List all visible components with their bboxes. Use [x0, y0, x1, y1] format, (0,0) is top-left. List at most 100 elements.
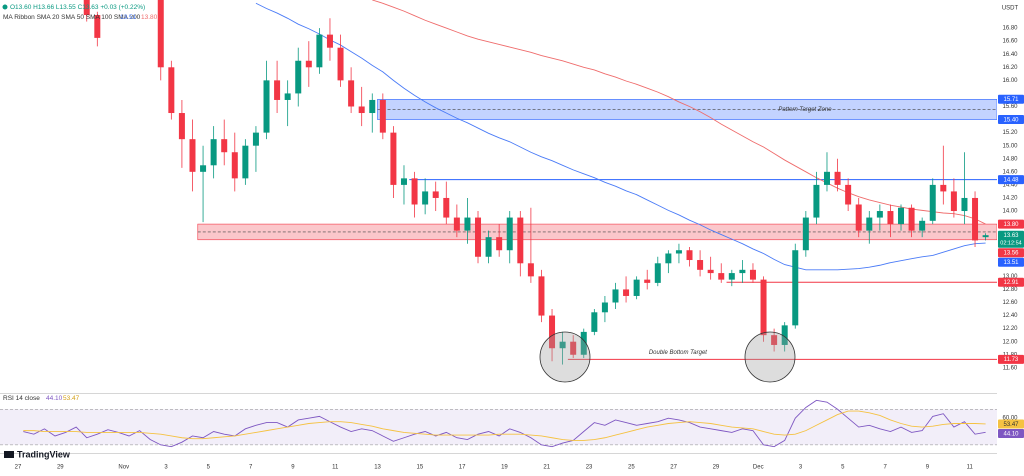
- rsi-tag: [998, 419, 1024, 429]
- x-tick-label: 7: [249, 465, 253, 471]
- candle-body: [168, 67, 175, 114]
- candle-body: [813, 184, 820, 218]
- x-tick-label: 11: [967, 465, 974, 471]
- y-tick-label: 15.20: [1002, 130, 1018, 136]
- candle-body: [422, 191, 429, 205]
- candle-body: [665, 253, 672, 264]
- candle-body: [612, 289, 619, 303]
- y-tick-label: 12.20: [1002, 326, 1018, 332]
- price-tag-label: 13.80: [1003, 222, 1019, 228]
- candle-body: [517, 217, 524, 264]
- y-tick-label: 13.00: [1002, 274, 1018, 280]
- rsi-ma-value: 53.47: [63, 395, 80, 402]
- candle-body: [887, 211, 894, 225]
- candle-body: [654, 263, 661, 283]
- price-tag-label: 11.73: [1004, 357, 1019, 363]
- candle-body: [295, 60, 302, 94]
- rsi-pane: [0, 399, 997, 448]
- candle-body: [231, 152, 238, 179]
- candle-body: [263, 80, 270, 133]
- x-tick-label: 13: [374, 465, 381, 471]
- candle-body: [929, 184, 936, 221]
- zone-label: Pattern Target Zone: [778, 107, 832, 113]
- candle-body: [823, 171, 830, 185]
- candle-body: [633, 279, 640, 296]
- rsi-tag-label: 44.10: [1003, 431, 1019, 437]
- candle-body: [400, 178, 407, 185]
- candle-body: [200, 165, 207, 172]
- candle-body: [707, 269, 714, 274]
- candle-body: [845, 184, 852, 205]
- x-tick-label: 3: [799, 465, 803, 471]
- ma-line: [23, 399, 986, 448]
- candle-body: [369, 99, 376, 114]
- candle-body: [358, 106, 365, 114]
- candle-body: [950, 191, 957, 212]
- y-tick-label: 15.60: [1002, 104, 1018, 110]
- price-tag: [998, 175, 1024, 185]
- price-tag: [998, 277, 1024, 287]
- y-tick-label: 16.20: [1002, 65, 1018, 71]
- candle-body: [252, 132, 259, 146]
- candle-body: [749, 269, 756, 280]
- candle-body: [443, 197, 450, 218]
- y-tick-label: 12.40: [1002, 313, 1018, 319]
- candle-body: [527, 263, 534, 277]
- candle-body: [834, 171, 841, 185]
- y-tick-label: 14.60: [1002, 169, 1018, 175]
- bottom-circle: [539, 331, 591, 383]
- candle-body: [538, 276, 545, 316]
- y-tick-label: 12.00: [1002, 339, 1018, 345]
- y-tick-label: 16.00: [1002, 78, 1018, 84]
- candle-body: [242, 145, 249, 179]
- x-tick-label: 29: [713, 465, 720, 471]
- x-tick-label: Nov: [118, 465, 129, 471]
- price-axis: 16.80 16.60 16.40 16.20 16.00 15.60 15.20 15.00…: [997, 0, 1024, 476]
- ma-line: [372, 0, 986, 225]
- rsi-title: RSI 14 close: [3, 395, 40, 402]
- candle-body: [189, 139, 196, 172]
- candle-body: [326, 34, 333, 48]
- y-tick-label: 12.80: [1002, 287, 1018, 293]
- candle-body: [475, 217, 482, 257]
- rsi-value: 44.10: [46, 395, 63, 402]
- x-tick-label: 9: [926, 465, 930, 471]
- rsi-tag: [998, 428, 1024, 438]
- candle-body: [316, 34, 323, 68]
- price-tag: [998, 115, 1024, 125]
- price-tag-label: 13.63: [1003, 233, 1019, 239]
- rsi-tag-label: 53.47: [1003, 422, 1019, 428]
- ohlc-legend: O13.60 H13.66 L13.55 C13.63 +0.03 (+0.22…: [10, 4, 145, 11]
- price-tag: [998, 257, 1024, 267]
- x-tick-label: 19: [501, 465, 508, 471]
- candle-body: [919, 220, 926, 231]
- y-tick-label: 14.00: [1002, 209, 1018, 215]
- price-tag-countdown: 02:12:54: [1000, 241, 1021, 247]
- price-tag-label: 15.71: [1003, 97, 1019, 103]
- candle-body: [802, 217, 809, 251]
- candle-body: [675, 250, 682, 254]
- brand: TradingView: [17, 449, 71, 459]
- candle-body: [972, 197, 979, 241]
- x-tick-label: 27: [670, 465, 677, 471]
- currency: USDT: [1002, 6, 1019, 12]
- x-tick-label: 3: [164, 465, 168, 471]
- rsi-band: [0, 409, 997, 445]
- y-tick-label: 14.20: [1002, 196, 1018, 202]
- x-tick-label: 11: [332, 465, 339, 471]
- candle-body: [940, 184, 947, 192]
- candle-body: [411, 178, 418, 205]
- candle-body: [390, 132, 397, 185]
- x-tick-label: 23: [586, 465, 593, 471]
- candle-body: [697, 260, 704, 270]
- candle-body: [506, 217, 513, 251]
- price-tag: [998, 94, 1024, 104]
- candle-body: [379, 99, 386, 133]
- price-tag: [998, 248, 1024, 258]
- candle-body: [570, 341, 577, 355]
- candle-body: [728, 273, 735, 280]
- x-tick-label: 9: [291, 465, 295, 471]
- x-tick-label: 17: [459, 465, 466, 471]
- x-tick-label: 25: [628, 465, 635, 471]
